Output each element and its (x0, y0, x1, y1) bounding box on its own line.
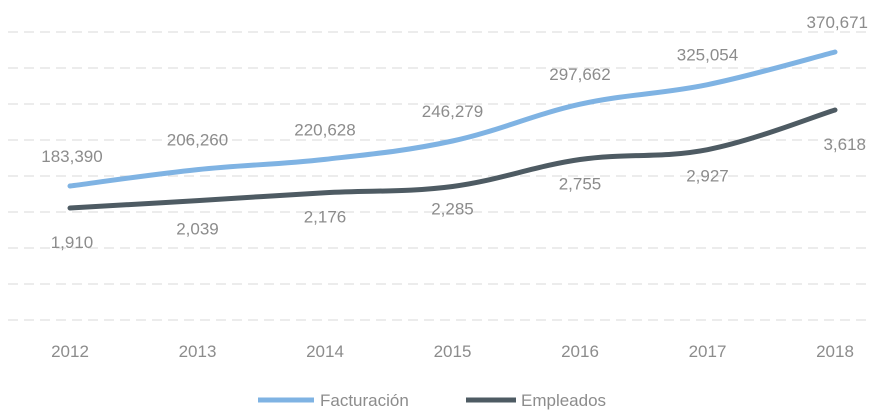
data-label-1-2: 2,176 (304, 208, 347, 227)
data-label-1-6: 3,618 (823, 135, 866, 154)
series-line-facturacion (67, 49, 838, 189)
data-label-0-3: 246,279 (422, 102, 483, 121)
x-tick-label-2016: 2016 (561, 342, 599, 361)
x-tick-label-2012: 2012 (51, 342, 89, 361)
x-tick-label-2015: 2015 (434, 342, 472, 361)
data-label-0-5: 325,054 (677, 46, 738, 65)
legend-label-1: Empleados (521, 391, 606, 410)
x-tick-label-2017: 2017 (689, 342, 727, 361)
x-tick-label-2013: 2013 (179, 342, 217, 361)
data-label-1-1: 2,039 (176, 220, 219, 239)
data-label-0-0: 183,390 (41, 147, 102, 166)
series-line-empleados (67, 107, 838, 211)
data-label-1-5: 2,927 (686, 167, 729, 186)
data-label-0-2: 220,628 (294, 120, 355, 139)
data-label-1-0: 1,910 (51, 233, 94, 252)
data-label-0-6: 370,671 (807, 13, 868, 32)
x-tick-label-2018: 2018 (816, 342, 854, 361)
legend-label-0: Facturación (320, 391, 409, 410)
data-label-1-3: 2,285 (431, 199, 474, 218)
x-tick-label-2014: 2014 (306, 342, 344, 361)
data-label-0-1: 206,260 (167, 131, 228, 150)
data-label-1-4: 2,755 (559, 175, 602, 194)
data-label-0-4: 297,662 (549, 65, 610, 84)
